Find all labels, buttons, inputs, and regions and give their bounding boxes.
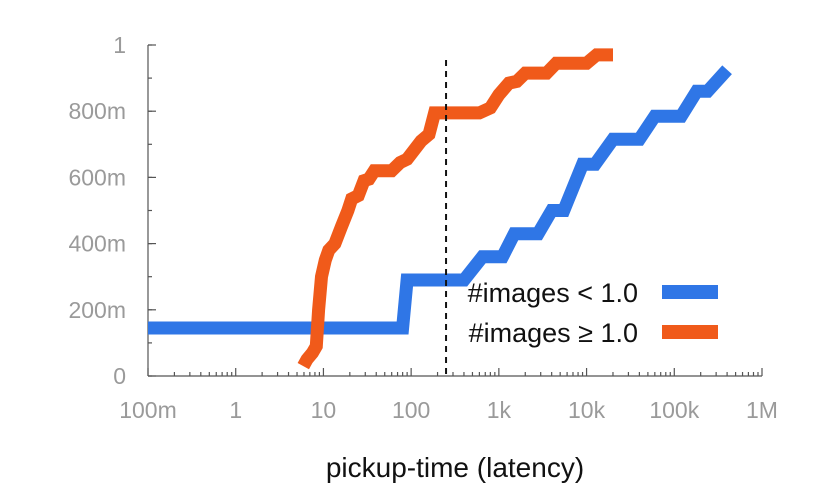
x-tick-label: 100k — [649, 397, 699, 423]
legend-swatch-0 — [662, 285, 718, 299]
y-tick-label: 600m — [68, 164, 126, 190]
x-tick-label: 1 — [229, 397, 242, 423]
legend-swatch-1 — [662, 325, 718, 339]
series-line-1 — [297, 48, 613, 370]
x-tick-label: 10 — [311, 397, 337, 423]
series-line-0 — [148, 65, 732, 335]
x-ticks: 100m 1 10 100 1k 10k 100k 1M — [119, 368, 778, 423]
x-tick-label: 1k — [487, 397, 512, 423]
y-tick-label: 1 — [113, 32, 126, 58]
legend-label-1: #images ≥ 1.0 — [469, 318, 638, 348]
series-lines — [148, 48, 732, 370]
x-tick-label: 100 — [392, 397, 430, 423]
x-tick-label: 1M — [746, 397, 778, 423]
y-tick-label: 400m — [68, 231, 126, 257]
y-ticks: 0 200m 400m 600m 800m 1 — [68, 32, 156, 389]
y-tick-label: 0 — [113, 363, 126, 389]
y-tick-label: 200m — [68, 297, 126, 323]
legend-label-0: #images < 1.0 — [468, 278, 638, 308]
x-axis-title: pickup-time (latency) — [326, 452, 584, 483]
legend: #images < 1.0 #images ≥ 1.0 — [468, 278, 718, 348]
x-tick-label: 10k — [568, 397, 606, 423]
y-tick-label: 800m — [68, 98, 126, 124]
axes: 100m 1 10 100 1k 10k 100k 1M 0 200m 400m 600m 800m 1 — [68, 32, 778, 423]
x-tick-label: 100m — [119, 397, 177, 423]
